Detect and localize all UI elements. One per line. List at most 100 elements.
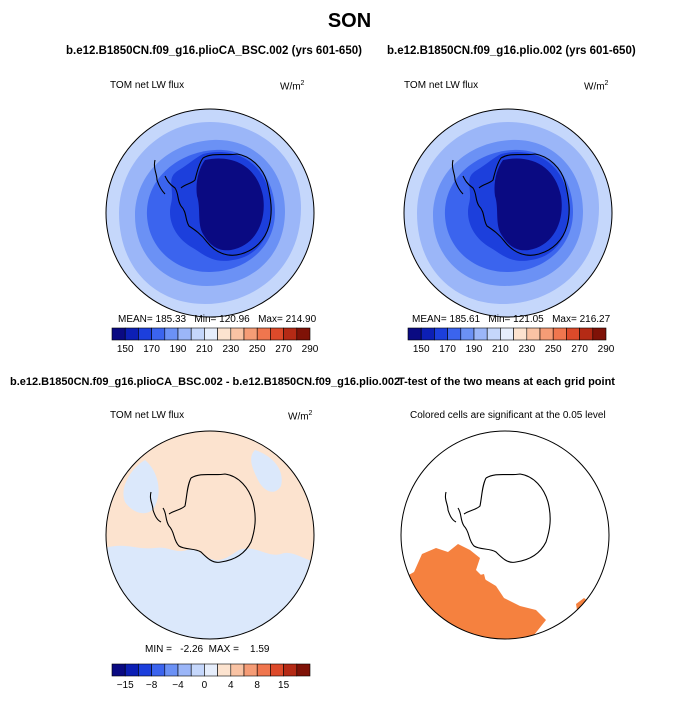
antarctica-coastline bbox=[451, 153, 570, 256]
map-band-core bbox=[196, 158, 264, 251]
panel-2-map bbox=[403, 108, 613, 318]
colorbar-tick-label: 170 bbox=[439, 344, 456, 355]
colorbar-swatch bbox=[296, 327, 311, 341]
panel-2-units: W/m2 bbox=[584, 80, 609, 93]
colorbar-swatch bbox=[243, 663, 258, 677]
colorbar-swatch bbox=[579, 327, 594, 341]
colorbar-swatch bbox=[230, 663, 245, 677]
antarctica-coastline bbox=[444, 473, 551, 563]
panel-4-note: Colored cells are significant at the 0.0… bbox=[410, 410, 606, 421]
panel-1-stats: MEAN= 185.33 Min= 120.96 Max= 214.90 bbox=[118, 314, 317, 325]
colorbar-swatch bbox=[420, 327, 435, 341]
panel-3-colorbar bbox=[111, 663, 311, 677]
colorbar-tick-label: 0 bbox=[201, 680, 208, 691]
antarctica-coastline bbox=[153, 153, 272, 256]
colorbar-tick-label: 8 bbox=[254, 680, 260, 691]
colorbar-tick-label: 150 bbox=[412, 344, 430, 355]
colorbar-tick-label: 210 bbox=[492, 344, 509, 355]
panel-1-colorbar bbox=[111, 327, 311, 341]
colorbar-tick-label: 270 bbox=[275, 344, 292, 355]
panel-3-stats: MIN = -2.26 MAX = 1.59 bbox=[145, 644, 270, 655]
colorbar-swatch bbox=[296, 663, 311, 677]
colorbar-swatch bbox=[592, 327, 607, 341]
colorbar-swatch bbox=[256, 663, 271, 677]
colorbar-tick-label: 4 bbox=[228, 680, 234, 691]
significant-cells-e bbox=[476, 574, 486, 584]
colorbar-swatch bbox=[270, 663, 284, 677]
colorbar-tick-label: 210 bbox=[196, 344, 213, 355]
colorbar-swatch bbox=[204, 327, 218, 341]
colorbar-swatch bbox=[473, 327, 488, 341]
colorbar-swatch bbox=[111, 663, 126, 677]
colorbar-swatch bbox=[434, 327, 448, 341]
colorbar-tick-label: 270 bbox=[571, 344, 588, 355]
colorbar-swatch bbox=[138, 327, 152, 341]
colorbar-swatch bbox=[283, 663, 298, 677]
colorbar-tick-label: 290 bbox=[597, 344, 615, 355]
colorbar-swatch bbox=[217, 663, 232, 677]
colorbar-swatch bbox=[124, 327, 139, 341]
colorbar-swatch bbox=[256, 327, 271, 341]
panel-1-units: W/m2 bbox=[280, 80, 305, 93]
colorbar-swatch bbox=[230, 327, 245, 341]
panel-3-colorbar-labels: −15 −8 −4 0 4 8 15 bbox=[112, 680, 310, 692]
panel-1-map bbox=[105, 108, 315, 318]
colorbar-tick-label: 170 bbox=[143, 344, 160, 355]
colorbar-tick-label: 250 bbox=[248, 344, 266, 355]
colorbar-swatch bbox=[566, 327, 580, 341]
colorbar-swatch bbox=[500, 327, 514, 341]
colorbar-swatch bbox=[204, 663, 218, 677]
colorbar-swatch bbox=[190, 327, 205, 341]
panel-3-units: W/m2 bbox=[288, 410, 313, 423]
colorbar-swatch bbox=[190, 663, 205, 677]
colorbar-swatch bbox=[177, 663, 192, 677]
panel-2-title: b.e12.B1850CN.f09_g16.plio.002 (yrs 601-… bbox=[387, 45, 636, 57]
colorbar-tick-label: −8 bbox=[145, 680, 158, 691]
panel-4-map bbox=[400, 430, 610, 640]
panel-3-title: b.e12.B1850CN.f09_g16.plioCA_BSC.002 - b… bbox=[10, 376, 401, 388]
panel-2-colorbar-labels: 150 170 190 210 230 250 270 290 bbox=[408, 344, 615, 356]
colorbar-swatch bbox=[217, 327, 232, 341]
colorbar-tick-label: 250 bbox=[544, 344, 562, 355]
colorbar-swatch bbox=[164, 663, 179, 677]
antarctica-coastline bbox=[149, 473, 256, 563]
colorbar-swatch bbox=[513, 327, 528, 341]
panel-3-map bbox=[105, 430, 315, 640]
colorbar-swatch bbox=[486, 327, 501, 341]
colorbar-swatch bbox=[526, 327, 541, 341]
colorbar-tick-label: 190 bbox=[465, 344, 483, 355]
panel-2-stats: MEAN= 185.61 Min= 121.05 Max= 216.27 bbox=[412, 314, 611, 325]
colorbar-swatch bbox=[539, 327, 554, 341]
panel-1-colorbar-labels: 150 170 190 210 230 250 270 290 bbox=[112, 344, 319, 356]
colorbar-swatch bbox=[138, 663, 152, 677]
panel-2-colorbar bbox=[407, 327, 607, 341]
colorbar-swatch bbox=[151, 663, 166, 677]
colorbar-tick-label: 15 bbox=[278, 680, 290, 691]
colorbar-swatch bbox=[164, 327, 179, 341]
colorbar-swatch bbox=[407, 327, 422, 341]
colorbar-tick-label: 290 bbox=[301, 344, 319, 355]
colorbar-tick-label: 190 bbox=[169, 344, 187, 355]
colorbar-swatch bbox=[243, 327, 258, 341]
colorbar-swatch bbox=[124, 663, 139, 677]
panel-3-field-label: TOM net LW flux bbox=[110, 410, 185, 421]
colorbar-tick-label: −15 bbox=[116, 680, 134, 691]
colorbar-swatch bbox=[111, 327, 126, 341]
figure-title: SON bbox=[327, 10, 372, 32]
panel-1-title: b.e12.B1850CN.f09_g16.plioCA_BSC.002 (yr… bbox=[66, 45, 362, 57]
colorbar-swatch bbox=[552, 327, 567, 341]
map-band-core bbox=[494, 158, 562, 251]
diff-negative-region bbox=[106, 450, 314, 639]
colorbar-swatch bbox=[460, 327, 475, 341]
panel-1-field-label: TOM net LW flux bbox=[110, 80, 185, 91]
colorbar-tick-label: 230 bbox=[518, 344, 536, 355]
panel-2-field-label: TOM net LW flux bbox=[404, 80, 479, 91]
panel-4-title: T-test of the two means at each grid poi… bbox=[398, 376, 615, 388]
colorbar-swatch bbox=[151, 327, 166, 341]
colorbar-swatch bbox=[447, 327, 462, 341]
colorbar-tick-label: 150 bbox=[116, 344, 134, 355]
colorbar-swatch bbox=[283, 327, 298, 341]
colorbar-tick-label: −4 bbox=[172, 680, 184, 691]
colorbar-tick-label: 230 bbox=[222, 344, 240, 355]
colorbar-swatch bbox=[270, 327, 284, 341]
